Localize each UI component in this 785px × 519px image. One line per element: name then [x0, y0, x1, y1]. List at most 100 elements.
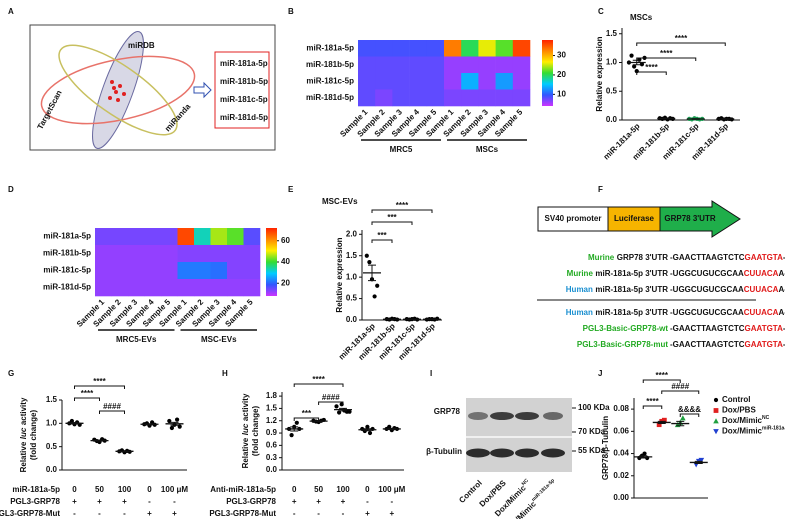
sequence-part: GAATGTA: [745, 324, 784, 333]
sequence-name-part: PGL3-Basic-GRP78-mut: [577, 340, 668, 349]
significance-label: ****: [656, 371, 669, 380]
band: [490, 412, 514, 420]
heat-cell: [144, 228, 162, 246]
point: [698, 457, 705, 464]
y-tick-label: 2.0: [346, 229, 358, 238]
table-row-label: PGL3-GRP78: [226, 497, 276, 506]
legend-entry: Control: [722, 395, 750, 404]
venn-dot: [122, 92, 126, 96]
significance-label: &&&&: [678, 405, 701, 414]
sequence-name: Human miR-181a-5p 3'UTR: [566, 285, 668, 294]
significance-label: ***: [377, 231, 387, 240]
table-row-label: PGL3-GRP78-Mut: [209, 509, 276, 518]
heat-cell: [358, 89, 376, 107]
panel-label: I: [430, 369, 432, 378]
significance-bracket: [636, 42, 726, 46]
lane-superscript: NC: [521, 478, 531, 488]
error-bar: [387, 427, 396, 430]
size-marker: 55 KDa: [578, 446, 606, 455]
heat-cell: [243, 245, 261, 263]
sequence-part: CUUACA: [744, 308, 779, 317]
y-tick-label: 0.08: [613, 404, 629, 413]
significance-bracket: [99, 410, 125, 414]
error-bar: [145, 423, 154, 426]
sequence-name: Murine GRP78 3'UTR: [588, 253, 668, 262]
heat-cell: [111, 279, 129, 297]
heat-cell: [495, 73, 514, 90]
outline-box: [29, 24, 276, 151]
table-cell: 100 μM: [161, 485, 188, 494]
y-tick-label: 1.0: [346, 272, 358, 281]
arrow: [193, 81, 212, 99]
heat-cell: [461, 56, 479, 74]
point: [69, 418, 74, 424]
database-label: miRanda: [163, 102, 193, 134]
row-label: miR-181c-5p: [43, 266, 91, 275]
significance-bracket: [371, 209, 433, 213]
venn-dot: [110, 80, 114, 84]
error-bar: [676, 420, 685, 427]
point: [347, 409, 352, 414]
y-tick-label: 0.3: [266, 453, 278, 462]
candidate: miR-181c-5p: [220, 95, 268, 104]
sequence: -GAACTTAAGTCTCGAATGTA-: [670, 253, 785, 262]
significance-label: ****: [93, 377, 106, 386]
heat-cell: [358, 73, 376, 90]
heat-cell: [177, 262, 195, 280]
heat-cell: [194, 262, 211, 280]
y-tick-label: 1.5: [606, 29, 618, 38]
point: [642, 451, 647, 456]
heat-cell: [161, 245, 178, 263]
y-tick-label: 0.6: [266, 440, 278, 449]
y-tick-label: 1.5: [46, 395, 58, 404]
significance-bracket: [642, 379, 681, 383]
chart-title: MSC-EVs: [322, 197, 358, 206]
table-cell: -: [123, 509, 126, 518]
y-tick-label: 0.04: [613, 449, 629, 458]
sequence-name-part: Murine: [567, 269, 594, 278]
table-cell: 0: [292, 485, 297, 494]
y-tick-label: 0.0: [606, 115, 618, 124]
colorbar-label: 20: [281, 278, 290, 287]
significance-bracket: [293, 383, 344, 387]
heat-cell: [512, 73, 531, 90]
heat-cell: [495, 40, 514, 57]
error-bar: [657, 420, 666, 425]
table-cell: -: [73, 509, 76, 518]
band-label: GRP78: [434, 407, 461, 416]
heat-cell: [227, 279, 244, 297]
heat-cell: [375, 73, 393, 90]
legend-marker: [713, 429, 719, 435]
error-bar: [639, 455, 648, 459]
significance-bracket: [636, 57, 697, 61]
sequence: -GAACTTAAGTCTCGAATGTA-: [670, 340, 785, 349]
y-tick-label: 0.9: [266, 428, 278, 437]
heat-cell: [128, 262, 145, 280]
y-tick-label: 0.06: [613, 426, 629, 435]
significance-bracket: [74, 385, 125, 389]
significance-bracket: [318, 401, 344, 405]
band: [468, 412, 488, 420]
panel-label: F: [598, 185, 603, 194]
heat-cell: [426, 40, 445, 57]
blot-background: [466, 398, 572, 472]
table-cell: 100: [118, 485, 132, 494]
point: [372, 294, 377, 299]
table-row-label: miR-181a-5p: [12, 485, 60, 494]
table-cell: 0: [147, 485, 152, 494]
y-tick-label: 1.2: [266, 416, 278, 425]
sequence-name-part: miR-181a-5p 3'UTR: [595, 285, 668, 294]
venn-dot: [112, 86, 116, 90]
sequence-part: CUUACA: [744, 269, 779, 278]
legend-name: Dox/Mimic: [722, 427, 763, 436]
heat-cell: [375, 56, 393, 74]
heat-cell: [426, 56, 445, 74]
candidate: miR-181a-5p: [220, 59, 268, 68]
heat-cell: [409, 73, 428, 90]
sequence: -UGGCUGUCGCAACUUACAA-: [670, 308, 785, 317]
significance-bracket: [661, 390, 700, 394]
venn-ellipse: [58, 44, 178, 136]
row-label: miR-181d-5p: [306, 93, 354, 102]
sequence-name: Human miR-181a-5p 3'UTR: [566, 308, 668, 317]
heat-cell: [111, 228, 129, 246]
